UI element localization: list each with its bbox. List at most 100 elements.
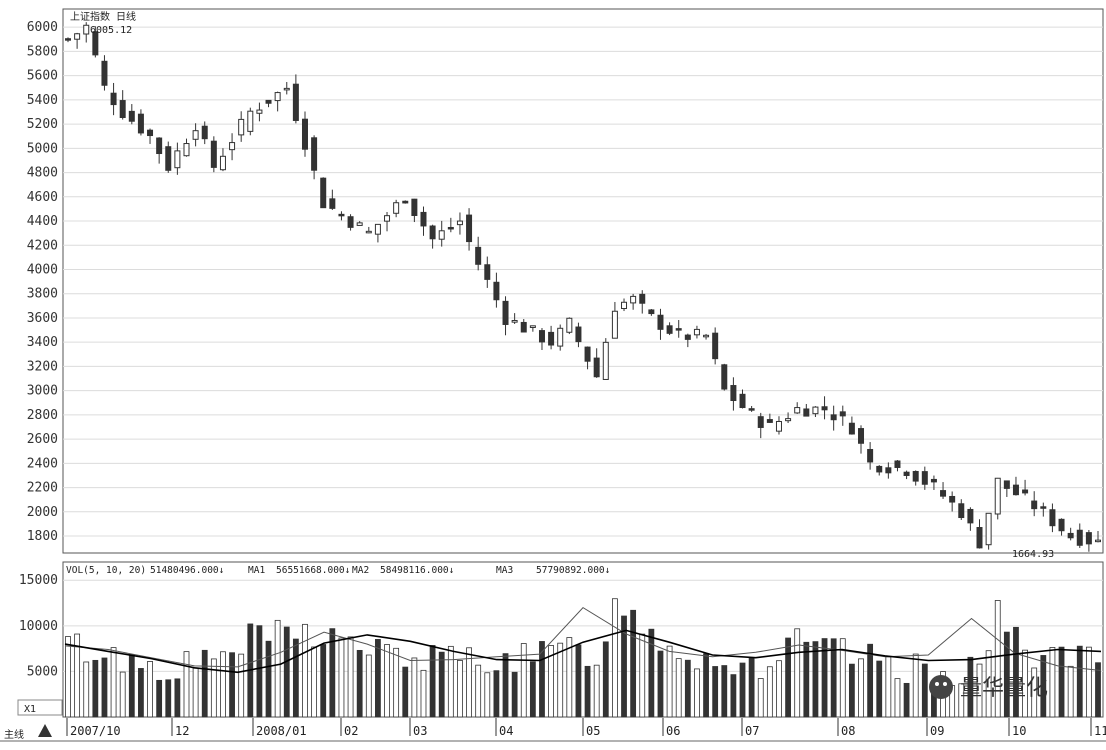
volume-bar (1076, 645, 1083, 718)
x-tick-label: 10 (1012, 724, 1026, 738)
volume-bar (548, 645, 554, 718)
volume-bar (694, 668, 700, 718)
candle-body (301, 118, 308, 150)
volume-bar (292, 638, 299, 718)
volume-bar (885, 656, 892, 718)
candle-body (119, 100, 126, 118)
x-tick-label: 07 (745, 724, 759, 738)
volume-bar (74, 633, 81, 718)
candle-body (229, 142, 236, 151)
candle (949, 491, 956, 512)
candle (283, 81, 290, 95)
candle (311, 135, 318, 180)
candle-body (766, 419, 773, 423)
candle-body (174, 150, 181, 169)
candle (858, 425, 865, 454)
candle-body (365, 230, 372, 234)
candle-body (137, 113, 144, 134)
volume-bar (210, 658, 217, 718)
candle-body (475, 246, 482, 265)
candle-body (110, 92, 117, 106)
candle (484, 256, 491, 288)
candle (876, 465, 883, 476)
volume-bar (675, 658, 682, 718)
volume-bar (457, 660, 463, 718)
volume-bar (812, 641, 819, 718)
volume-bar (621, 615, 627, 718)
candle (675, 320, 682, 338)
triangle-up-icon[interactable] (38, 724, 52, 737)
volume-bar (921, 663, 928, 718)
x-tick-label: 2008/01 (256, 724, 307, 738)
price-y-tick-label: 3400 (27, 335, 58, 350)
candle (156, 137, 163, 164)
candle (757, 412, 764, 439)
candle-body (101, 60, 108, 86)
price-y-tick-label: 6000 (27, 20, 58, 35)
volume-bar (848, 663, 855, 718)
candle-body (374, 223, 381, 235)
candle (210, 136, 217, 173)
price-y-tick-label: 5200 (27, 117, 58, 132)
candle-body (748, 408, 755, 411)
volume-bar (839, 638, 846, 718)
candle (147, 128, 154, 144)
volume-bar (785, 637, 791, 718)
candle-body (466, 214, 473, 243)
volume-header-item: 57790892.000↓ (536, 565, 610, 576)
volume-bar (147, 661, 153, 718)
corner-mark: 主线 (4, 728, 24, 741)
candle (867, 442, 874, 470)
volume-bar (256, 625, 263, 718)
candle (292, 74, 299, 124)
candle-body (329, 198, 336, 209)
price-y-tick-label: 2600 (27, 432, 58, 447)
candle-body (693, 328, 700, 336)
candle (247, 107, 254, 136)
zoom-box[interactable] (17, 699, 63, 716)
candle (666, 322, 673, 336)
candle (538, 328, 545, 351)
chart-frame (0, 8, 1106, 742)
candle (693, 325, 700, 339)
volume-bar (648, 628, 655, 718)
volume-y-tick-label: 5000 (27, 664, 58, 679)
candle-body (721, 364, 728, 390)
volume-bar (1085, 646, 1092, 718)
candle-body (1003, 480, 1010, 489)
volume-bar (220, 651, 226, 718)
candle-body (575, 326, 582, 343)
volume-bar (666, 645, 673, 718)
price-y-tick-label: 4800 (27, 166, 58, 181)
candle-body (602, 341, 609, 380)
candle-body (1095, 539, 1101, 543)
candle (721, 363, 728, 391)
volume-bar (657, 650, 664, 718)
candle (438, 220, 445, 247)
price-y-tick-label: 1800 (27, 529, 58, 544)
volume-header-item: MA1 (248, 565, 265, 576)
candle-body (438, 230, 445, 240)
volume-bar (776, 660, 782, 718)
price-y-tick-label: 3000 (27, 384, 58, 399)
candle-body (484, 264, 491, 280)
candle-body (311, 137, 318, 171)
candle-body (83, 24, 90, 35)
volume-bar (447, 645, 454, 718)
volume-bar (238, 653, 245, 718)
candle (730, 377, 737, 411)
volume-bar (803, 641, 810, 718)
candle (1085, 530, 1092, 552)
price-y-tick-label: 3800 (27, 287, 58, 302)
volume-bar (338, 637, 345, 718)
candle-body (192, 130, 199, 140)
price-y-tick-label: 4000 (27, 262, 58, 277)
volume-bar (420, 669, 427, 718)
candle (301, 111, 308, 157)
candle (1040, 502, 1047, 517)
volume-bar (1013, 626, 1019, 718)
candle-body (201, 125, 208, 140)
volume-bar (347, 636, 354, 718)
candle-body (712, 332, 719, 360)
x-tick-label: 08 (841, 724, 855, 738)
